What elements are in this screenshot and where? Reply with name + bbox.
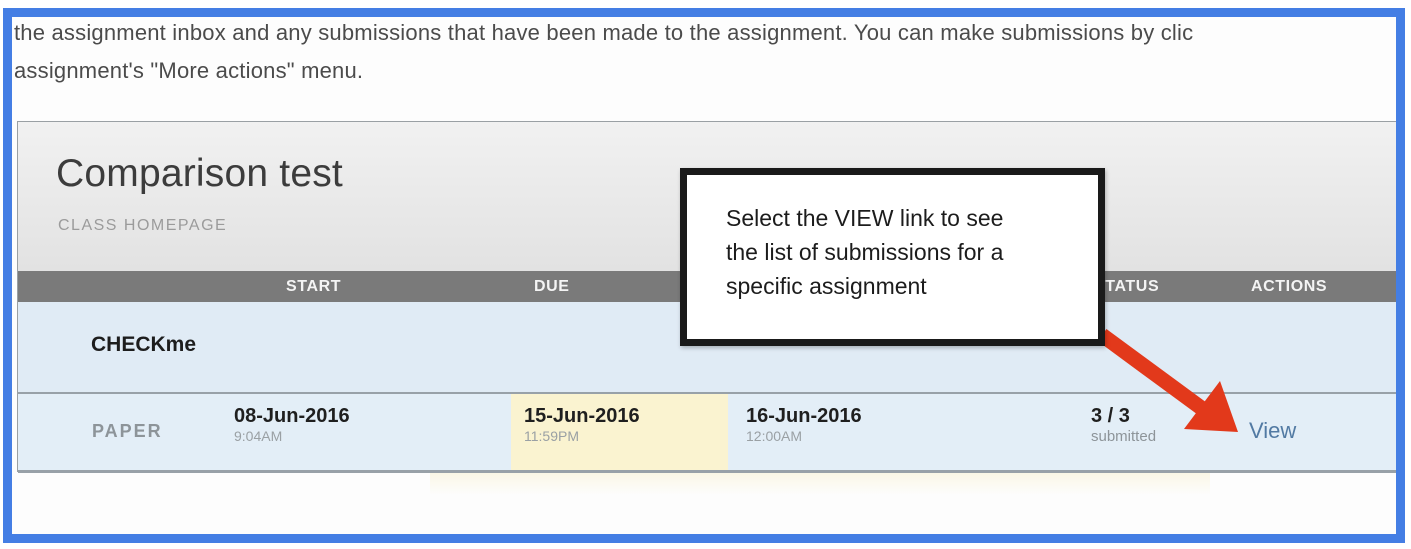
column-header-actions: ACTIONS [1251,278,1328,295]
post-date-cell: 16-Jun-2016 12:00AM [746,404,862,445]
due-cell-highlight [511,394,728,470]
class-group-label: CHECKme [91,333,197,356]
intro-text-line-1: the assignment inbox and any submissions… [14,20,1194,45]
row-divider [18,392,1396,394]
class-homepage-breadcrumb: CLASS HOMEPAGE [58,217,228,234]
view-submissions-link[interactable]: View [1249,418,1297,443]
callout-text: Select the VIEW link to see the list of … [726,201,1003,303]
table-bottom-border [18,470,1396,473]
status-submitted-label: submitted [1091,428,1157,445]
column-header-due: DUE [534,278,570,295]
start-time: 9:04AM [234,428,283,444]
start-date-cell: 08-Jun-2016 9:04AM [234,404,350,445]
annotation-arrow-icon [1097,328,1238,432]
start-date: 08-Jun-2016 [234,405,350,427]
callout-text-line-3: specific assignment [726,273,927,299]
callout-text-line-2: the list of submissions for a [726,239,1004,265]
due-time: 11:59PM [524,428,579,444]
due-date-cell: 15-Jun-2016 11:59PM [524,404,640,445]
assignment-type-label: PAPER [92,421,163,441]
column-header-status: STATUS [1094,278,1160,295]
post-date: 16-Jun-2016 [746,405,862,427]
column-header-start: START [286,278,342,295]
intro-text-line-2: assignment's "More actions" menu. [14,58,364,83]
due-highlight-echo [430,473,1210,495]
page-title: Comparison test [56,152,343,195]
screenshot-blue-frame: the assignment inbox and any submissions… [3,8,1405,543]
instruction-callout-box: Select the VIEW link to see the list of … [680,168,1105,346]
post-time: 12:00AM [746,428,803,444]
assignment-table-row: PAPER 08-Jun-2016 9:04AM 15-Jun-2016 11:… [18,394,1396,470]
due-date: 15-Jun-2016 [524,405,640,427]
status-count: 3 / 3 [1091,405,1130,427]
status-cell: 3 / 3 submitted [1091,404,1156,446]
callout-text-line-1: Select the VIEW link to see [726,205,1004,231]
